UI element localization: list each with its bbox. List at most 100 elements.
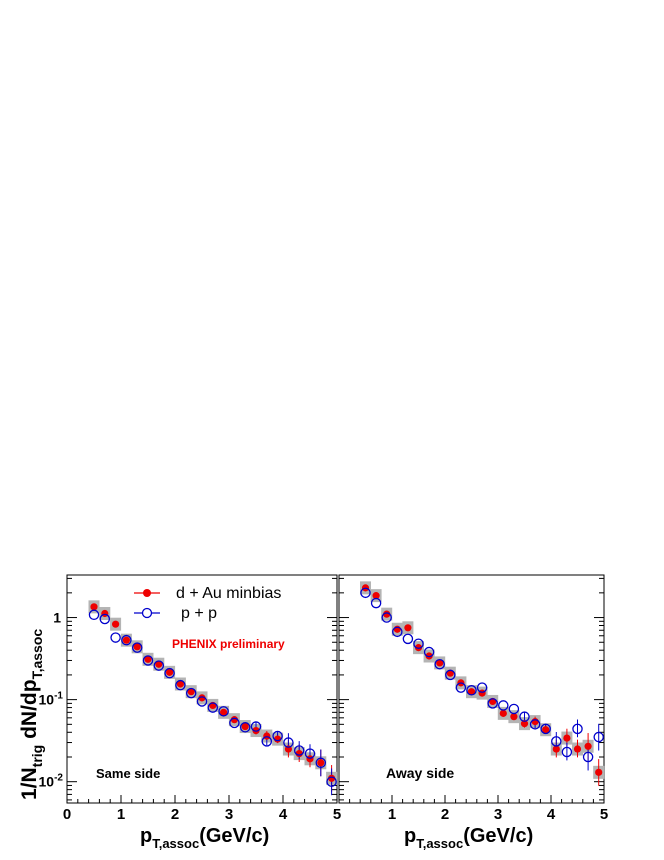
- away-pp-point: [370, 597, 382, 609]
- away-dau-point: [563, 734, 571, 742]
- away-pp-point: [551, 736, 562, 747]
- legend-pp-marker: [141, 607, 153, 619]
- away-pp-point: [402, 633, 414, 645]
- away-side-label: Away side: [386, 765, 454, 781]
- away-pp-point: [582, 751, 594, 763]
- same-pp-point: [250, 721, 262, 732]
- legend: d + Au minbias p + p: [134, 585, 281, 622]
- away-pp-point: [508, 703, 520, 715]
- same-pp-point: [218, 706, 229, 717]
- same-dau-point: [241, 722, 249, 731]
- away-dau-point: [573, 745, 582, 753]
- away-dau-point: [478, 689, 486, 697]
- away-pp-point: [455, 682, 467, 693]
- same-pp-point: [121, 634, 132, 646]
- same-y-tick-label: 10-1: [39, 691, 64, 708]
- away-frame: [338, 574, 605, 804]
- away-pp-point: [572, 723, 583, 735]
- away-pp-point: [381, 612, 392, 623]
- same-x-tick-label: 1: [117, 806, 125, 823]
- same-dau-point: [155, 660, 163, 668]
- away-dau-point: [372, 592, 380, 600]
- away-pp-point: [360, 587, 371, 599]
- same-dau-point: [176, 680, 184, 688]
- same-pp-point: [175, 679, 186, 691]
- same-frame: [66, 574, 338, 804]
- same-pp-point: [293, 745, 305, 756]
- away-pp-point: [529, 719, 541, 730]
- same-pp-point: [283, 737, 294, 748]
- same-x-tick-label: 4: [279, 806, 288, 823]
- same-pp-point: [185, 687, 197, 699]
- same-pp-point: [142, 655, 154, 666]
- same-dau-point: [187, 688, 195, 696]
- away-pp-point: [561, 746, 573, 758]
- same-x-tick-label: 2: [171, 806, 179, 823]
- away-pp-point: [540, 723, 551, 735]
- away-x-tick-label: 1: [388, 806, 396, 823]
- phenix-preliminary-label: PHENIX preliminary: [172, 637, 285, 651]
- same-dau-point: [101, 609, 109, 618]
- away-pp-point: [476, 682, 488, 693]
- same-dau-point: [112, 620, 120, 628]
- away-dau-point: [510, 713, 518, 721]
- same-pp-point: [131, 642, 143, 653]
- same-dau-point: [328, 774, 336, 782]
- same-pp-point: [164, 667, 175, 679]
- same-side-label: Same side: [96, 766, 160, 781]
- legend-pp-label: p + p: [181, 605, 217, 622]
- same-dau-point: [198, 694, 206, 702]
- same-pp-point: [261, 736, 273, 747]
- away-dau-point: [531, 717, 539, 726]
- away-side-panel: 1 2 3 4 5: [338, 574, 608, 823]
- away-dau-point: [552, 745, 560, 753]
- away-pp-point: [445, 669, 456, 681]
- same-dau-point: [166, 668, 174, 676]
- away-dau-point: [499, 709, 507, 717]
- same-y-tick-label: 1: [53, 610, 61, 626]
- same-dau-point: [317, 759, 325, 767]
- away-pp-point: [466, 685, 477, 696]
- same-pp-point: [99, 613, 111, 625]
- away-pp-point: [487, 698, 498, 709]
- same-x-tick-label: 0: [63, 806, 71, 823]
- same-dau-point: [263, 732, 271, 740]
- away-dau-point: [446, 669, 454, 677]
- away-dau-point: [467, 688, 476, 696]
- away-dau-point: [414, 644, 423, 652]
- same-pp-point: [153, 660, 165, 671]
- away-pp-point: [519, 711, 530, 722]
- same-pp-point: [229, 717, 240, 729]
- legend-dau-label: d + Au minbias: [176, 585, 281, 602]
- y-axis-label: 1/Ntrig dN/dpT,assoc: [18, 629, 45, 800]
- away-dau-point: [595, 768, 603, 776]
- x-axis-label-right: pT,assoc(GeV/c): [404, 825, 533, 851]
- same-y-tick-label: 10-2: [39, 773, 64, 790]
- same-dau-point: [230, 716, 238, 724]
- away-x-tick-label: 2: [441, 806, 449, 823]
- same-dau-point: [122, 636, 130, 644]
- away-pp-point: [498, 700, 509, 711]
- same-side-panel: 0 1 2 3 4 5 10-2 10-1 1: [39, 574, 341, 823]
- same-pp-point: [207, 702, 219, 713]
- away-dau-point: [520, 720, 529, 728]
- same-pp-point: [110, 632, 121, 643]
- away-pp-point: [413, 638, 424, 649]
- x-axis-label-left: pT,assoc(GeV/c): [140, 825, 269, 851]
- same-x-tick-label: 5: [333, 806, 341, 823]
- same-pp-point: [304, 748, 316, 759]
- same-pp-point: [88, 609, 100, 621]
- away-pp-point: [392, 626, 403, 638]
- same-dau-point: [220, 708, 228, 716]
- away-pp-point: [434, 658, 445, 670]
- same-pp-point: [239, 722, 251, 733]
- same-x-tick-label: 3: [225, 806, 233, 823]
- away-dau-point: [584, 742, 592, 750]
- same-pp-point: [315, 757, 327, 769]
- away-x-tick-label: 3: [494, 806, 502, 823]
- same-pp-point: [196, 696, 208, 707]
- same-pp-point: [272, 730, 283, 742]
- away-dau-point: [542, 726, 550, 734]
- away-x-tick-label: 4: [547, 806, 556, 823]
